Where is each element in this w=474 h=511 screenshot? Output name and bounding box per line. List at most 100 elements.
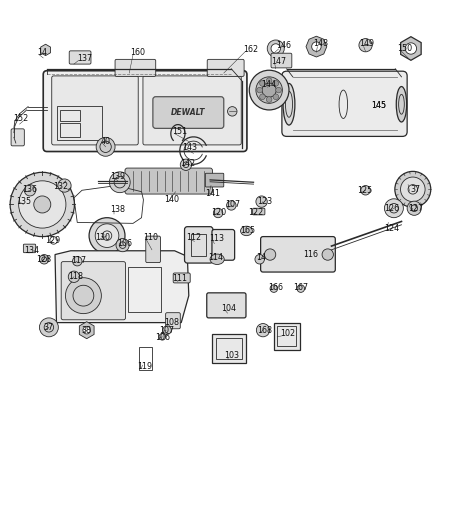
Text: 107: 107 (159, 326, 174, 335)
Text: 37: 37 (410, 185, 421, 194)
Text: 104: 104 (221, 304, 236, 313)
Circle shape (227, 201, 236, 210)
Circle shape (312, 42, 321, 51)
Text: 120: 120 (211, 207, 227, 217)
Text: 168: 168 (257, 326, 272, 335)
Circle shape (264, 249, 276, 260)
Text: 40: 40 (100, 136, 110, 146)
Text: 134: 134 (24, 246, 39, 256)
Text: 146: 146 (276, 41, 291, 50)
Text: 14: 14 (37, 48, 47, 57)
FancyBboxPatch shape (146, 236, 160, 263)
Circle shape (262, 83, 276, 97)
Text: 126: 126 (384, 204, 400, 213)
FancyBboxPatch shape (205, 173, 224, 187)
FancyBboxPatch shape (143, 76, 241, 145)
Circle shape (322, 249, 333, 260)
Text: 142: 142 (180, 159, 195, 168)
Circle shape (407, 201, 421, 215)
Circle shape (213, 208, 223, 218)
Circle shape (405, 43, 417, 54)
Circle shape (228, 107, 237, 116)
Text: 165: 165 (240, 226, 255, 236)
Circle shape (276, 87, 282, 93)
Text: 128: 128 (36, 255, 52, 264)
Text: 106: 106 (117, 239, 132, 248)
Text: 145: 145 (371, 101, 386, 110)
Text: 38: 38 (82, 326, 91, 335)
Circle shape (180, 159, 191, 171)
Text: 143: 143 (182, 143, 197, 152)
Circle shape (96, 137, 115, 156)
Circle shape (273, 81, 279, 86)
Circle shape (109, 172, 130, 193)
Text: 108: 108 (164, 318, 179, 327)
Circle shape (163, 326, 171, 334)
FancyBboxPatch shape (184, 227, 213, 263)
FancyBboxPatch shape (52, 76, 138, 145)
Text: 37: 37 (44, 323, 54, 332)
Text: 124: 124 (384, 224, 400, 233)
Text: 119: 119 (137, 362, 153, 371)
Circle shape (359, 38, 372, 52)
Circle shape (273, 94, 279, 100)
Text: 111: 111 (172, 274, 187, 283)
Text: 167: 167 (293, 283, 309, 292)
Circle shape (297, 285, 305, 292)
FancyBboxPatch shape (165, 313, 180, 329)
Text: DEWALT: DEWALT (171, 108, 206, 117)
Text: 138: 138 (110, 205, 126, 214)
FancyBboxPatch shape (61, 262, 126, 320)
Text: 14: 14 (256, 253, 266, 262)
Circle shape (39, 254, 49, 264)
Circle shape (260, 81, 265, 86)
FancyBboxPatch shape (115, 59, 156, 76)
Ellipse shape (283, 83, 295, 125)
Text: 127: 127 (408, 204, 423, 213)
Text: 136: 136 (22, 185, 37, 194)
FancyBboxPatch shape (23, 244, 36, 252)
Text: 150: 150 (397, 44, 412, 53)
Ellipse shape (396, 86, 407, 122)
Text: 149: 149 (359, 39, 374, 48)
FancyBboxPatch shape (43, 71, 247, 152)
Text: 102: 102 (281, 329, 296, 338)
FancyBboxPatch shape (125, 168, 212, 194)
Circle shape (256, 196, 267, 207)
Text: 107: 107 (225, 200, 240, 209)
Circle shape (361, 185, 370, 195)
Text: 144: 144 (262, 80, 277, 89)
Text: 141: 141 (205, 189, 220, 198)
Circle shape (34, 196, 51, 213)
Ellipse shape (210, 254, 224, 265)
FancyBboxPatch shape (207, 59, 244, 76)
FancyBboxPatch shape (212, 229, 235, 260)
Circle shape (68, 271, 80, 283)
Text: 145: 145 (371, 101, 386, 110)
Circle shape (89, 218, 125, 253)
Text: 114: 114 (208, 253, 223, 262)
Text: 122: 122 (248, 207, 264, 217)
Circle shape (39, 318, 58, 337)
Circle shape (266, 97, 272, 102)
Text: 147: 147 (271, 57, 286, 66)
Text: 137: 137 (77, 54, 92, 63)
Circle shape (256, 77, 283, 103)
Text: 148: 148 (314, 39, 328, 48)
Text: 123: 123 (257, 197, 272, 205)
Circle shape (24, 184, 36, 196)
FancyBboxPatch shape (69, 51, 91, 64)
Circle shape (260, 94, 265, 100)
Circle shape (395, 171, 431, 207)
Circle shape (384, 199, 403, 218)
Text: 152: 152 (13, 114, 28, 123)
Text: 125: 125 (357, 186, 372, 195)
Circle shape (266, 78, 272, 83)
Ellipse shape (240, 226, 252, 236)
Text: 113: 113 (210, 235, 225, 243)
FancyBboxPatch shape (153, 97, 224, 128)
Circle shape (267, 40, 284, 57)
Circle shape (159, 334, 165, 340)
Text: 139: 139 (110, 172, 126, 180)
Text: 151: 151 (172, 127, 187, 136)
